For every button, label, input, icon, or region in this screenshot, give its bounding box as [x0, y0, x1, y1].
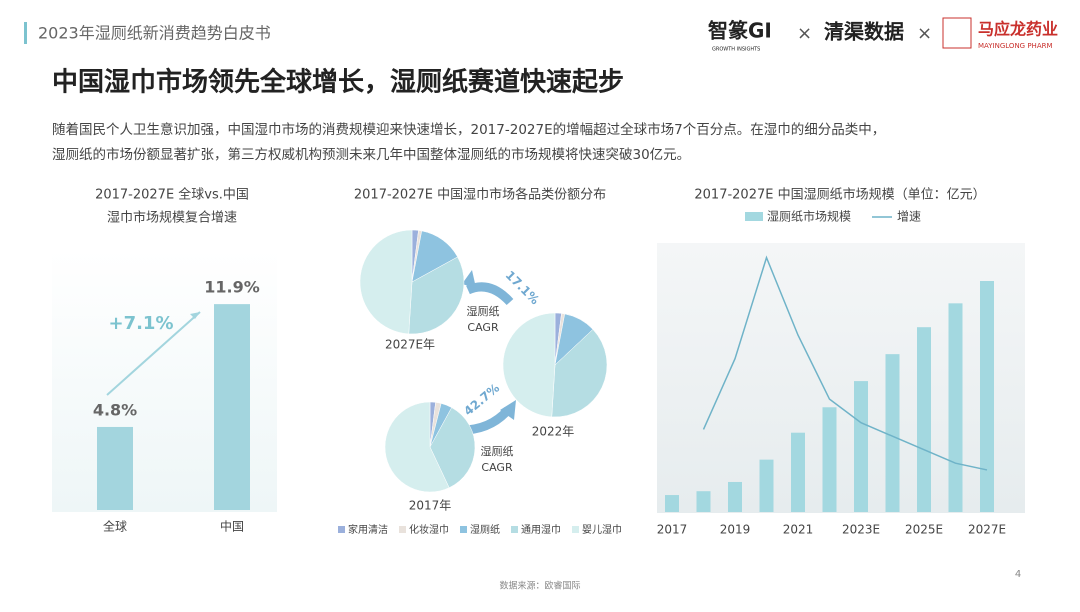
bar	[791, 432, 805, 512]
legend-label: 家用清洁	[348, 523, 388, 536]
arrow-head	[500, 400, 516, 420]
logo-mark	[942, 17, 972, 49]
bar	[214, 304, 250, 510]
x-tick-label: 2019	[720, 523, 751, 537]
cagr-value: 42.7%	[461, 381, 502, 418]
body-text: 湿厕纸的市场份额显著扩张，第三方权威机构预测未来几年中国整体湿厕纸的市场规模将快…	[52, 146, 690, 163]
bar	[854, 381, 868, 512]
value-label: 4.8%	[93, 400, 137, 419]
legend-label: 湿厕纸市场规模	[767, 209, 851, 224]
logo: MAYINGLONG PHARM	[978, 42, 1053, 50]
sep: ×	[917, 23, 932, 44]
pie-label: 2022年	[532, 425, 575, 439]
x-tick-label: 2025E	[905, 523, 943, 537]
bar	[822, 407, 837, 512]
cagr-label: 湿厕纸	[467, 305, 500, 318]
chart-title: 2017-2027E 中国湿厕纸市场规模（单位：亿元）	[694, 187, 985, 203]
legend-swatch	[460, 526, 467, 533]
legend-label: 通用湿巾	[521, 523, 561, 536]
pie-slice	[551, 329, 608, 418]
cagr-label: CAGR	[467, 321, 499, 334]
arrow	[106, 311, 201, 396]
chart-title: 2017-2027E 中国湿巾市场各品类份额分布	[354, 187, 606, 203]
sep: ×	[797, 23, 812, 44]
page-number: 4	[1015, 569, 1021, 580]
legend-label: 增速	[897, 210, 921, 224]
annotation: +7.1%	[108, 313, 173, 334]
report-name: 2023年湿厕纸新消费趋势白皮书	[38, 24, 271, 43]
header-bar	[24, 22, 27, 44]
bar	[980, 281, 994, 512]
legend-swatch	[338, 526, 345, 533]
x-tick-label: 中国	[220, 519, 244, 534]
value-label: 11.9%	[204, 278, 260, 297]
x-tick-label: 2021	[783, 523, 814, 537]
x-tick-label: 2023E	[842, 523, 880, 537]
logo: 智篆GI	[708, 19, 772, 43]
legend-swatch	[511, 526, 518, 533]
bar	[728, 481, 742, 512]
cagr-label: CAGR	[481, 461, 513, 474]
x-tick-label: 2017	[657, 523, 688, 537]
legend-label: 婴儿湿巾	[582, 523, 622, 536]
logo: 马应龙药业	[978, 20, 1058, 39]
bar	[917, 327, 931, 512]
legend-swatch	[399, 526, 406, 533]
bar	[665, 495, 679, 512]
bar	[948, 303, 963, 512]
legend-label: 化妆湿巾	[409, 523, 449, 536]
chart-title: 湿巾市场规模复合增速	[107, 210, 237, 226]
pie-slice	[359, 229, 413, 335]
bar	[759, 459, 774, 512]
arrow-head	[462, 270, 476, 288]
source: 数据来源：欧睿国际	[499, 580, 580, 592]
x-tick-label: 全球	[103, 519, 127, 534]
bar	[696, 491, 711, 512]
pie-slice	[384, 401, 450, 493]
legend-label: 湿厕纸	[470, 523, 500, 536]
pie-slice	[429, 407, 476, 489]
pie-slice	[408, 256, 465, 335]
arrow-head	[190, 312, 200, 319]
legend-swatch	[572, 526, 579, 533]
panel-bg	[657, 243, 1025, 513]
pie-label: 2027E年	[385, 338, 435, 352]
pie-slice	[502, 312, 556, 418]
bar	[97, 426, 133, 510]
legend-swatch	[745, 212, 763, 221]
logo: GROWTH INSIGHTS	[712, 47, 760, 53]
bar	[885, 354, 900, 512]
x-tick-label: 2027E	[968, 523, 1006, 537]
line	[702, 255, 988, 471]
arrow	[466, 282, 514, 306]
pie-label: 2017年	[409, 499, 452, 513]
logo: 清渠数据	[824, 20, 904, 44]
cagr-label: 湿厕纸	[481, 445, 514, 458]
chart-title: 2017-2027E 全球vs.中国	[95, 187, 249, 203]
body-text: 随着国民个人卫生意识加强，中国湿巾市场的消费规模迎来快速增长，2017-2027…	[52, 121, 885, 138]
slide-title: 中国湿巾市场领先全球增长，湿厕纸赛道快速起步	[52, 67, 624, 98]
